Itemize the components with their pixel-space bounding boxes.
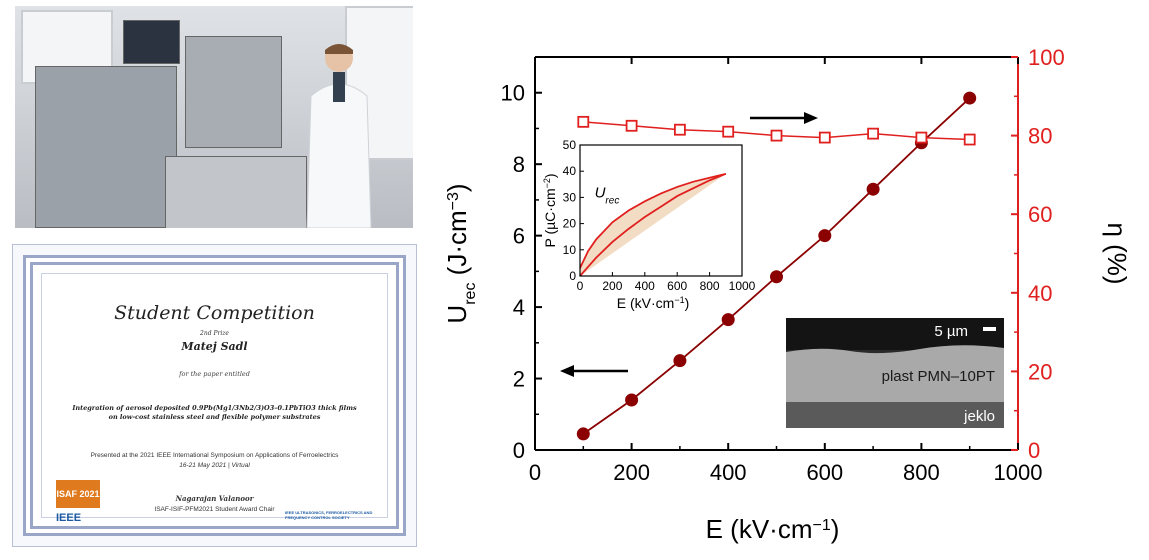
urec-point [963,91,977,105]
eta-point [818,131,831,144]
certificate-chair: ISAF-ISIF-PFM2021 Student Award Chair [154,506,275,513]
pe-loop-ascending [579,172,727,277]
certificate-name: Matej Sadl [181,340,248,353]
certificate-signature: Nagarajan Valanoor [175,494,254,503]
x-tick-label: 1000 [994,460,1043,485]
arrow-left-head [560,365,574,377]
isaf-logo: ISAF 2021 [56,480,100,508]
inset-x-tick-label: 1000 [729,279,756,293]
x-tick-label: 800 [903,460,940,485]
inset-x-tick-label: 200 [602,279,622,293]
y2-tick-label: 60 [1028,202,1052,227]
certificate-presented: Presented at the 2021 IEEE International… [90,452,339,459]
main-data [560,91,977,441]
inset-y-tick-label: 10 [563,243,577,257]
y-tick-label: 4 [513,295,525,320]
y2-tick-label: 40 [1028,281,1052,306]
sem-layer-top-label: plast PMN–10PT [882,368,995,385]
urec-point [576,427,590,441]
inset-x-tick-label: 600 [667,279,687,293]
certificate-for-text: for the paper entitled [179,370,250,378]
lab-photo [15,6,413,228]
certificate-prize: 2nd Prize [200,330,229,337]
sem-substrate-layer [786,402,1004,428]
researcher-figure [306,44,372,228]
urec-point [721,313,735,327]
urec-point [866,182,880,196]
y-tick-label: 6 [513,224,525,249]
x-tick-label: 0 [529,460,541,485]
eta-point [625,119,638,132]
monitor [123,20,180,64]
urec-point [770,270,783,284]
y2-tick-label: 80 [1028,124,1052,149]
sem-scale-bar [983,327,996,331]
vacuum-chamber [185,36,282,148]
y-axis-title: Urec (J·cm−3) [442,183,479,323]
inset-y-tick-label: 30 [563,190,577,204]
eta-point [770,129,783,142]
sem-film-layer [786,345,1004,402]
x-tick-label: 400 [710,460,747,485]
lab-equipment [35,66,177,228]
eta-point [673,123,686,136]
pe-loop-descending [579,172,727,269]
sem-scale-label: 5 µm [934,323,968,340]
inset-y-tick-label: 0 [569,269,576,283]
certificate-border: Student Competition 2nd Prize Matej Sadl… [23,255,406,536]
y-tick-label: 10 [501,81,525,106]
bench [165,156,307,228]
y-tick-label: 8 [513,152,525,177]
eta-point [722,125,735,138]
y2-tick-label: 0 [1028,438,1040,463]
ieee-logo: IEEE [56,512,82,524]
inset-y-tick-label: 20 [563,217,577,231]
urec-point [625,393,639,407]
sem-layer-bottom-label: jeklo [963,408,995,425]
eta-point [915,131,928,144]
y2-tick-label: 20 [1028,359,1052,384]
sem-top-layer [786,318,1004,350]
certificate-dates: 16-21 May 2021 | Virtual [179,462,250,469]
inset-x-tick-label: 400 [635,279,655,293]
sem-image: 5 µm plast PMN–10PT jeklo [786,318,1004,428]
eta-point [963,133,976,146]
eta-point [867,127,880,140]
x-tick-label: 600 [806,460,843,485]
inset-y-tick-label: 40 [563,164,577,178]
eta-point [577,115,590,128]
inset-y-tick-label: 50 [563,138,577,152]
certificate-inner: Student Competition 2nd Prize Matej Sadl… [41,273,388,524]
inset-y-axis-title: P (µC·cm−2) [542,173,558,247]
arrow-right-head [804,112,818,124]
x-axis-title: E (kV·cm−1) [706,514,840,544]
inset-chart: 0 200 400 600 800 1000 0 10 20 30 40 50 E (kV·cm−1) P… [542,138,756,311]
y-tick-label: 2 [513,367,525,392]
y2-axis-title: η (%) [1102,222,1132,284]
inset-x-axis-title: E (kV·cm−1) [617,295,690,311]
y-tick-label: 0 [513,438,525,463]
certificate: Student Competition 2nd Prize Matej Sadl… [12,244,417,547]
certificate-paper-title: Integration of aerosol deposited 0.9Pb(M… [72,404,357,421]
inset-frame [579,144,743,277]
uffc-logo: IEEE ULTRASONICS, FERROELECTRICS AND FRE… [285,510,373,520]
urec-point [818,229,832,243]
inset-x-tick-label: 0 [577,279,584,293]
urec-point [673,354,687,368]
inset-x-tick-label: 800 [700,279,720,293]
y2-tick-label: 100 [1028,45,1065,70]
certificate-title: Student Competition [114,302,315,324]
x-tick-label: 200 [613,460,650,485]
